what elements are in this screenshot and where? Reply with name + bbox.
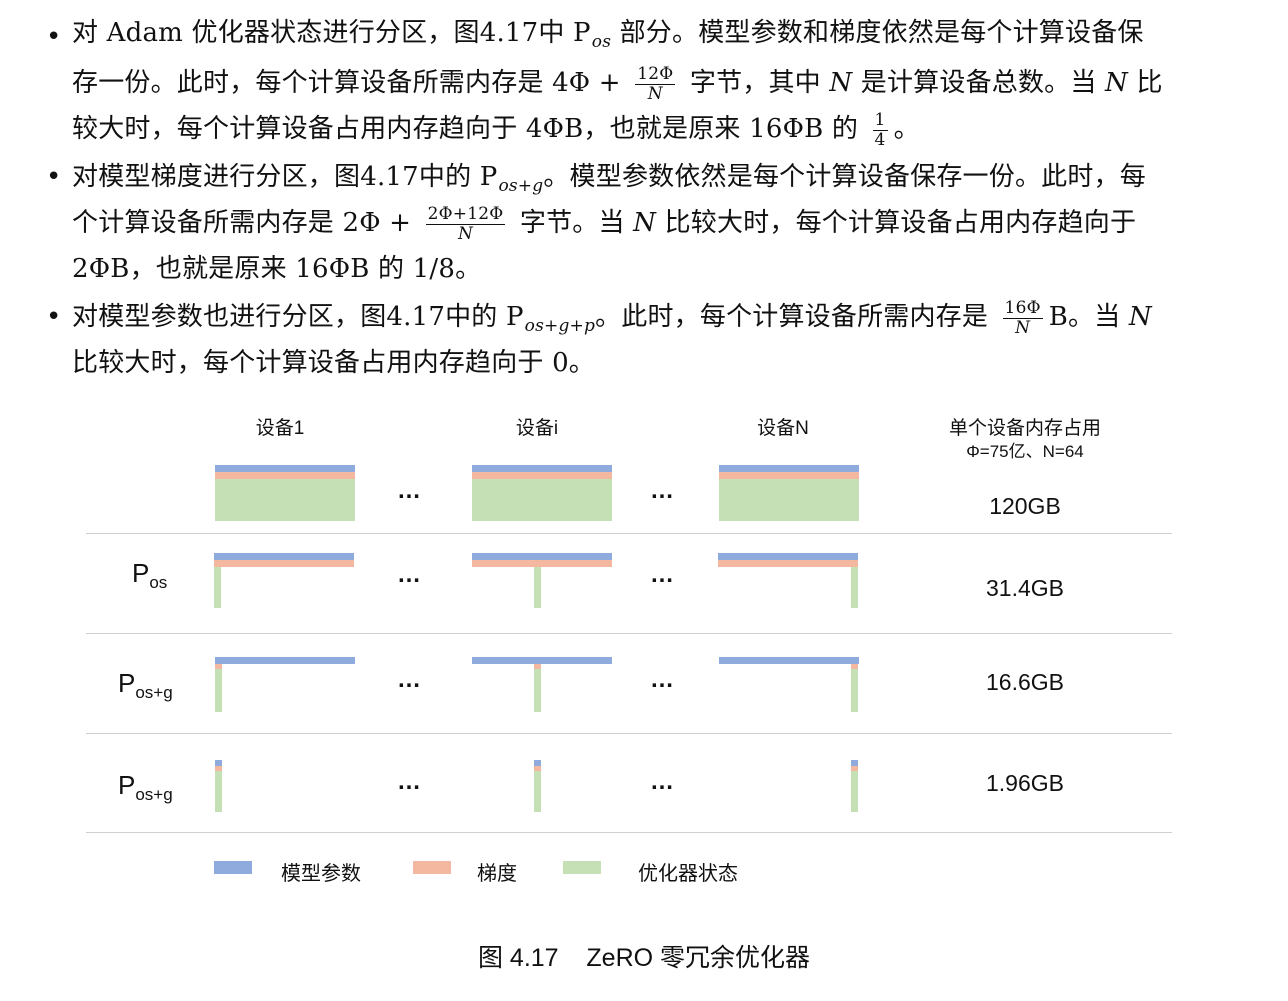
paragraph-line: 对模型参数也进行分区，图4.17中的 Pos+g+p。此时，每个计算设备所需内存…	[72, 297, 1152, 338]
grads-shard	[534, 766, 541, 771]
bullet-dot: •	[46, 162, 62, 192]
grads-bar	[215, 472, 355, 479]
legend-swatch-optim	[563, 861, 601, 874]
memory-value: 120GB	[989, 493, 1061, 519]
params-bar	[215, 657, 355, 664]
paragraph-line: 个计算设备所需内存是 2Φ + 2Φ+12Φ N 字节。当 N 比较大时，每个计算…	[72, 203, 1137, 244]
row-divider	[86, 733, 1172, 734]
ellipsis: …	[397, 561, 422, 588]
paragraph-line: 对 Adam 优化器状态进行分区，图4.17中 Pos 部分。模型参数和梯度依然…	[72, 17, 1144, 52]
figure-number: 图 4.17	[477, 944, 559, 972]
optim-shard	[534, 669, 541, 712]
params-bar	[719, 657, 859, 664]
grads-bar	[472, 560, 612, 567]
optim-shard	[534, 771, 541, 812]
params-bar	[472, 465, 612, 472]
paragraph-line: 对模型梯度进行分区，图4.17中的 Pos+g。模型参数依然是每个计算设备保存一…	[72, 162, 1146, 196]
grads-bar	[214, 560, 354, 567]
grads-shard	[851, 766, 858, 771]
ellipsis: …	[397, 666, 422, 693]
bullet-item-1: • 对 Adam 优化器状态进行分区，图4.17中 Pos 部分。模型参数和梯度…	[0, 14, 1288, 152]
column-header-device-n: 设备N	[757, 418, 809, 439]
bullet-list: • 对 Adam 优化器状态进行分区，图4.17中 Pos 部分。模型参数和梯度…	[0, 14, 1288, 388]
optim-shard	[214, 567, 221, 608]
optim-shard	[215, 669, 222, 712]
optim-shard	[534, 567, 541, 608]
fraction: 12Φ N	[635, 63, 676, 104]
params-shard	[534, 760, 541, 766]
ellipsis: …	[650, 666, 675, 693]
memory-column-subheader: Φ=75亿、N=64	[966, 442, 1084, 461]
legend-label-grads: 梯度	[477, 863, 517, 885]
params-bar	[718, 553, 858, 560]
column-header-device-i: 设备i	[515, 418, 559, 439]
memory-value: 16.6GB	[986, 669, 1064, 695]
grads-shard	[534, 664, 541, 669]
bullet-item-3: • 对模型参数也进行分区，图4.17中的 Pos+g+p。此时，每个计算设备所需…	[0, 294, 1288, 386]
row-divider	[86, 633, 1172, 634]
paragraph-line: 较大时，每个计算设备占用内存趋向于 4ΦB，也就是原来 16ΦB 的 1 4。	[72, 109, 920, 150]
grads-shard	[851, 664, 858, 669]
fraction: 16Φ N	[1002, 297, 1043, 338]
legend-label-params: 模型参数	[281, 863, 361, 885]
optim-shard	[851, 771, 858, 812]
paragraph-line: 比较大时，每个计算设备占用内存趋向于 0。	[72, 348, 596, 378]
bullet-item-2: • 对模型梯度进行分区，图4.17中的 Pos+g。模型参数依然是每个计算设备保…	[0, 154, 1288, 292]
grads-shard	[215, 664, 222, 669]
legend-label-optim: 优化器状态	[638, 863, 738, 885]
memory-value: 1.96GB	[986, 770, 1064, 796]
memory-column-header: 单个设备内存占用	[948, 418, 1101, 439]
zero-memory-diagram: 设备1 设备i 设备N 单个设备内存占用 Φ=75亿、N=64 … … 120G…	[0, 395, 1288, 895]
params-shard	[851, 760, 858, 766]
row-divider	[86, 832, 1172, 833]
params-bar	[214, 553, 354, 560]
paragraph-line: 存一份。此时，每个计算设备所需内存是 4Φ + 12Φ N 字节，其中 N 是计算…	[72, 63, 1163, 104]
paragraph-line: 2ΦB，也就是原来 16ΦB 的 1/8。	[72, 254, 482, 284]
row-label-pos-g-p: Pos+g	[118, 770, 173, 804]
optim-bar	[215, 479, 355, 521]
figure-caption: 图 4.17 ZeRO 零冗余优化器	[0, 938, 1288, 974]
legend-swatch-grads	[413, 861, 451, 874]
optim-shard	[851, 669, 858, 712]
params-bar	[472, 657, 612, 664]
params-bar	[215, 465, 355, 472]
params-bar	[472, 553, 612, 560]
memory-value: 31.4GB	[986, 575, 1064, 601]
optim-bar	[472, 479, 612, 521]
bullet-dot: •	[46, 302, 62, 332]
row-divider	[86, 533, 1172, 534]
grads-bar	[718, 560, 858, 567]
ellipsis: …	[650, 477, 675, 504]
ellipsis: …	[397, 477, 422, 504]
params-bar	[719, 465, 859, 472]
ellipsis: …	[650, 768, 675, 795]
bullet-dot: •	[46, 22, 62, 52]
legend-swatch-params	[214, 861, 252, 874]
grads-shard	[215, 766, 222, 771]
ellipsis: …	[397, 768, 422, 795]
figure-title: ZeRO 零冗余优化器	[586, 944, 811, 972]
row-label-pos-g: Pos+g	[118, 668, 173, 702]
row-label-pos: Pos	[132, 558, 168, 592]
column-header-device-1: 设备1	[255, 418, 305, 439]
optim-bar	[719, 479, 859, 521]
grads-bar	[719, 472, 859, 479]
optim-shard	[851, 567, 858, 608]
fraction: 2Φ+12Φ N	[425, 203, 506, 244]
optim-shard	[215, 771, 222, 812]
ellipsis: …	[650, 561, 675, 588]
grads-bar	[472, 472, 612, 479]
params-shard	[215, 760, 222, 766]
